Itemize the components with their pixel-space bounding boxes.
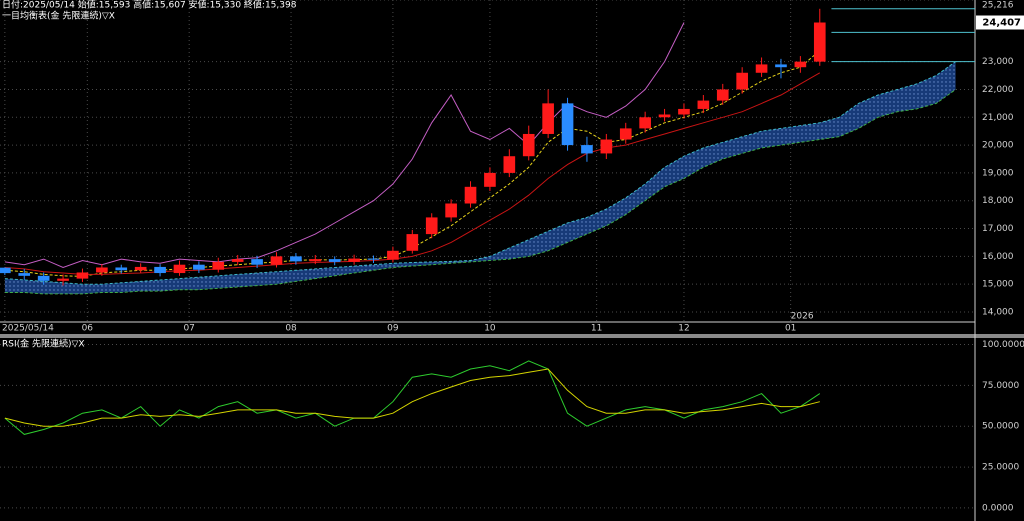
- candle-body: [794, 61, 807, 68]
- y-tick-label: 18,000: [982, 196, 1014, 206]
- y-tick-label: 0.0000: [982, 503, 1014, 513]
- candle-body: [309, 259, 322, 262]
- candle-body: [658, 114, 671, 118]
- candle-body: [678, 108, 690, 115]
- x-tick-label: 08: [285, 324, 297, 334]
- rsi-title: RSI(金 先限連続)▽X: [2, 338, 85, 350]
- candle-body: [716, 89, 729, 101]
- y-tick-label: 50.0000: [982, 422, 1019, 432]
- candle-body: [503, 156, 516, 173]
- y-tick-label: 17,000: [982, 224, 1014, 234]
- rsi-line: [4, 368, 820, 427]
- x-tick-label: 2025/05/14: [2, 324, 54, 334]
- y-tick-label: 15,000: [982, 280, 1014, 290]
- candle-body: [328, 259, 341, 262]
- candle-body: [387, 250, 399, 260]
- candle-body: [18, 273, 31, 276]
- x-tick-label: 11: [591, 324, 602, 334]
- candle-body: [755, 64, 768, 73]
- candle-body: [775, 64, 787, 68]
- y-tick-label: 25.0000: [982, 463, 1019, 473]
- x-tick-label: 10: [484, 324, 496, 334]
- candle-body: [445, 203, 457, 218]
- candle-body: [600, 139, 613, 154]
- candle-body: [212, 261, 225, 270]
- x-tick-label: 07: [183, 324, 194, 334]
- candle-body: [522, 133, 535, 157]
- candle-body: [193, 264, 205, 270]
- candle-body: [639, 117, 651, 129]
- candle-body: [367, 258, 380, 260]
- candle-body: [561, 103, 574, 146]
- last-price-box: [976, 15, 1024, 30]
- candle-body: [134, 266, 147, 271]
- candle-body: [425, 217, 438, 235]
- candle-body: [542, 103, 554, 134]
- y-tick-label: 19,000: [982, 168, 1014, 178]
- candle-body: [0, 267, 11, 274]
- candle-body: [115, 267, 128, 271]
- x-tick-label: 06: [82, 324, 94, 334]
- candle-body: [406, 234, 419, 251]
- x-tick-label: 12: [678, 324, 689, 334]
- y-tick-label: 100.0000: [982, 340, 1024, 350]
- candle-body: [76, 272, 89, 279]
- span-b: [4, 89, 956, 295]
- y-tick-label: 20,000: [982, 141, 1014, 151]
- candle-body: [154, 266, 166, 274]
- candle-body: [813, 22, 826, 62]
- candle-body: [697, 100, 710, 109]
- candle-body: [619, 128, 632, 140]
- info-line: 日付:2025/05/14 始値:15,593 高値:15,607 安値:15,…: [2, 0, 297, 11]
- x-tick-label: 09: [387, 324, 399, 334]
- candle-body: [231, 259, 244, 262]
- candle-body: [57, 278, 69, 281]
- candle-body: [270, 256, 283, 265]
- candle-body: [464, 186, 477, 204]
- rsi-line: [4, 360, 821, 435]
- y-tick-label: 14,000: [982, 307, 1014, 317]
- chart-title: 一目均衡表(金 先限連続)▽X: [2, 10, 115, 22]
- candle-body: [581, 145, 593, 154]
- candle-body: [96, 267, 108, 273]
- candle-body: [290, 256, 302, 262]
- y-tick-label: 23,000: [982, 57, 1014, 67]
- y-tick-label: 75.0000: [982, 381, 1019, 391]
- candle-body: [37, 275, 50, 281]
- y-tick-label: 22,000: [982, 85, 1014, 95]
- panel-separator: [0, 334, 1024, 338]
- y-tick-label: 16,000: [982, 252, 1014, 262]
- candle-body: [348, 258, 360, 262]
- span-a: [4, 61, 956, 285]
- y-tick-label: 25,216: [982, 1, 1014, 11]
- year-label: 2026: [791, 312, 814, 322]
- candle-body: [484, 172, 496, 187]
- candle-body: [251, 259, 263, 265]
- last-price-label: 24,407: [982, 18, 1021, 29]
- x-tick-label: 01: [785, 324, 796, 334]
- candle-body: [736, 72, 748, 90]
- y-tick-label: 21,000: [982, 113, 1014, 123]
- candle-body: [173, 264, 186, 274]
